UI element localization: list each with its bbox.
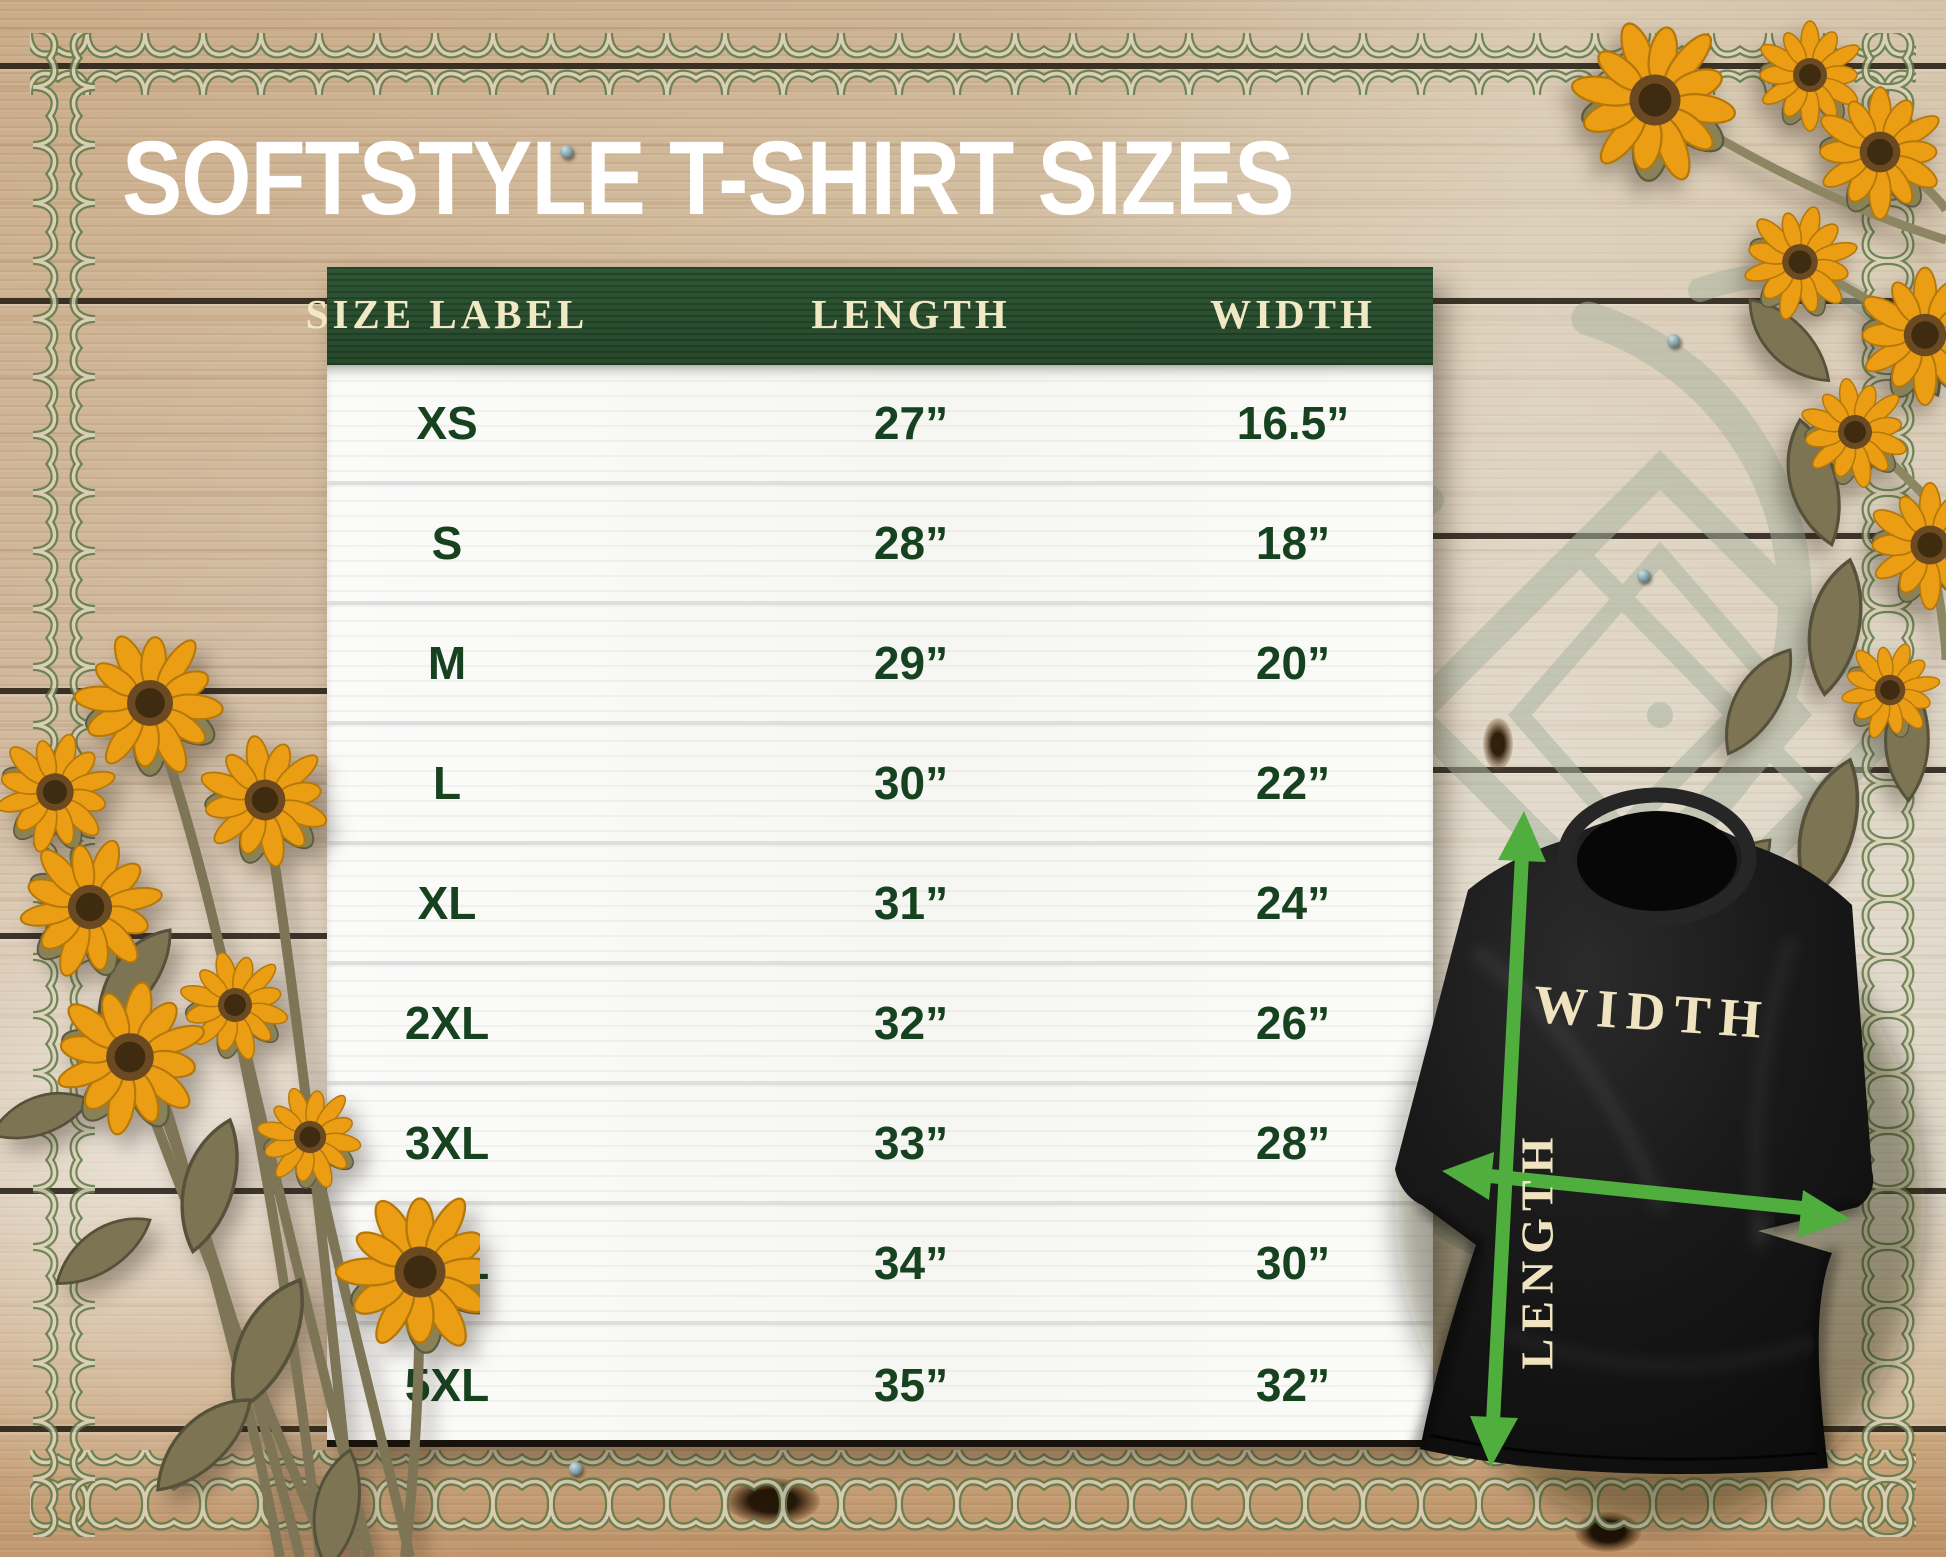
table-row: S 28” 18” bbox=[327, 485, 1433, 605]
nail-pin bbox=[560, 145, 573, 158]
length-cell: 33” bbox=[873, 1117, 949, 1169]
nail-pin bbox=[1637, 569, 1650, 582]
nail-pin bbox=[1667, 334, 1680, 347]
table-row: M 29” 20” bbox=[327, 605, 1433, 725]
tshirt-shape bbox=[1395, 787, 1874, 1475]
nail-pin bbox=[569, 1462, 582, 1475]
length-cell: 27” bbox=[873, 397, 949, 449]
column-header-width: WIDTH bbox=[1210, 291, 1376, 338]
width-cell: 26” bbox=[1255, 997, 1331, 1049]
table-row: 4XL34”30” bbox=[327, 1205, 1433, 1325]
size-cell: XS bbox=[416, 397, 478, 449]
size-cell: 2XL bbox=[404, 997, 490, 1049]
width-cell: 28” bbox=[1255, 1117, 1331, 1169]
tshirt-measurement-diagram: WIDTH LENGTH bbox=[1395, 787, 1925, 1525]
table-row: 2XL 32” 26” bbox=[327, 965, 1433, 1085]
page-title: SOFTSTYLE T-SHIRT SIZES bbox=[122, 119, 1294, 237]
width-cell: 20” bbox=[1255, 637, 1331, 689]
length-cell: 34” bbox=[873, 1237, 949, 1289]
width-arrow bbox=[1442, 1152, 1850, 1238]
size-cell: L bbox=[432, 757, 462, 809]
table-row: XL 31” 24” bbox=[327, 845, 1433, 965]
length-arrow bbox=[1470, 811, 1546, 1467]
length-cell: 35” bbox=[873, 1359, 949, 1411]
width-cell: 18” bbox=[1255, 517, 1331, 569]
table-row: L 30” 22” bbox=[327, 725, 1433, 845]
width-cell: 24” bbox=[1255, 877, 1331, 929]
table-row: 5XL 35” 32” bbox=[327, 1325, 1433, 1445]
length-cell: 29” bbox=[873, 637, 949, 689]
table-header-row: SIZE LABEL LENGTH WIDTH bbox=[306, 267, 1433, 365]
plank-gap-line bbox=[1433, 533, 1946, 539]
width-cell: 30” bbox=[1255, 1237, 1331, 1289]
length-label: LENGTH bbox=[1512, 1131, 1563, 1370]
size-table: SIZE LABEL LENGTH WIDTH XS 27” 16.5” S 28” 18… bbox=[306, 267, 1433, 1447]
width-cell: 22” bbox=[1255, 757, 1331, 809]
length-cell: 28” bbox=[873, 517, 949, 569]
width-cell: 32” bbox=[1255, 1359, 1331, 1411]
size-cell: XL bbox=[417, 877, 477, 929]
wood-knot bbox=[1483, 718, 1513, 770]
length-cell: 30” bbox=[873, 757, 949, 809]
column-header-size-label: SIZE LABEL bbox=[305, 291, 589, 338]
length-cell: 31” bbox=[873, 877, 949, 929]
length-cell: 32” bbox=[873, 997, 949, 1049]
size-cell: M bbox=[427, 637, 467, 689]
size-cell: S bbox=[431, 517, 463, 569]
size-cell: 3XL bbox=[404, 1117, 490, 1169]
table-row: 3XL 33” 28” bbox=[327, 1085, 1433, 1205]
width-cell: 16.5” bbox=[1236, 397, 1350, 449]
table-body: XS 27” 16.5” S 28” 18” M 29” 20” L 30” 22” XL 31” 24” 2… bbox=[327, 365, 1433, 1447]
column-header-length: LENGTH bbox=[811, 291, 1011, 338]
dried-sunflowers-bottom-left bbox=[0, 605, 480, 1557]
table-row: XS 27” 16.5” bbox=[327, 365, 1433, 485]
